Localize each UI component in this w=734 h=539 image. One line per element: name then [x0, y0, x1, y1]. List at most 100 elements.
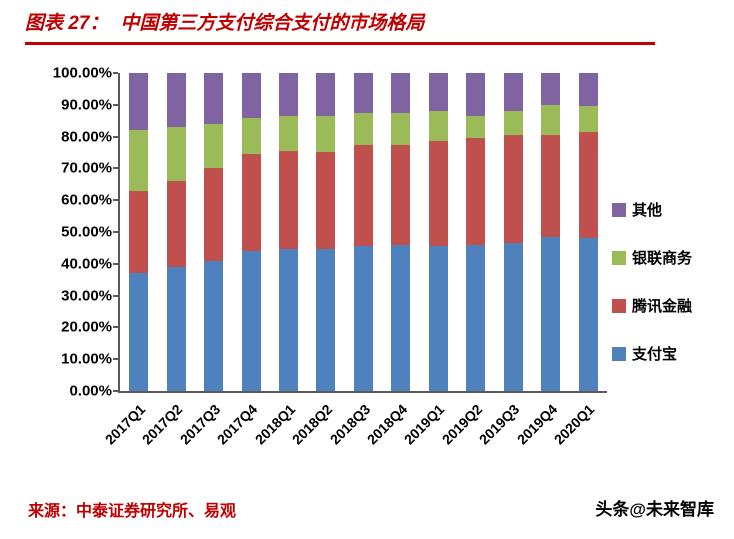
- y-tick-label: 40.00%: [61, 255, 112, 273]
- segment-其他: [503, 73, 523, 112]
- segment-银联商务: [241, 117, 261, 155]
- segment-支付宝: [353, 246, 373, 391]
- segment-其他: [578, 73, 598, 107]
- segment-银联商务: [279, 115, 299, 151]
- y-tick-label: 10.00%: [61, 350, 112, 368]
- segment-腾讯金融: [541, 135, 561, 237]
- legend: 其他银联商务腾讯金融支付宝: [612, 199, 692, 364]
- bar-2019Q4: [541, 73, 561, 391]
- segment-腾讯金融: [466, 138, 486, 245]
- segment-支付宝: [166, 266, 186, 391]
- segment-腾讯金融: [578, 131, 598, 239]
- segment-其他: [166, 73, 186, 128]
- figure-number: 图表 27：: [25, 13, 109, 34]
- segment-银联商务: [166, 127, 186, 182]
- legend-item-其他: 其他: [612, 199, 692, 220]
- legend-swatch-icon: [612, 346, 626, 361]
- x-tick-label: 2020Q1: [551, 401, 598, 448]
- y-tick-mark: [113, 135, 118, 138]
- x-tick-label: 2017Q3: [176, 401, 223, 448]
- y-tick-label: 20.00%: [61, 318, 112, 336]
- y-tick-mark: [113, 294, 118, 297]
- y-tick-label: 50.00%: [61, 223, 112, 241]
- legend-item-银联商务: 银联商务: [612, 247, 692, 268]
- y-tick-label: 90.00%: [61, 96, 112, 114]
- segment-支付宝: [204, 260, 224, 391]
- segment-其他: [129, 73, 149, 131]
- y-axis: 100.00% 90.00% 80.00% 70.00% 60.00% 50.00% 40.…: [28, 65, 112, 400]
- segment-腾讯金融: [316, 152, 336, 250]
- y-tick-label: 100.00%: [52, 64, 112, 82]
- segment-银联商务: [466, 115, 486, 139]
- segment-其他: [466, 73, 486, 116]
- segment-银联商务: [428, 111, 448, 142]
- y-tick-mark: [113, 167, 118, 170]
- legend-label: 腾讯金融: [632, 298, 693, 315]
- x-tick-label: 2018Q3: [326, 401, 373, 448]
- y-tick-mark: [113, 326, 118, 329]
- y-tick-label: 60.00%: [61, 191, 112, 209]
- segment-腾讯金融: [353, 144, 373, 247]
- x-axis-labels: 2017Q1 2017Q2 2017Q3 2017Q4 2018Q1 2018Q2 2018…: [101, 395, 605, 463]
- bar-2019Q3: [503, 73, 523, 391]
- y-tick-label: 0.00%: [69, 382, 112, 400]
- bar-2018Q2: [316, 73, 336, 391]
- x-tick-label: 2017Q1: [101, 401, 149, 448]
- segment-支付宝: [578, 238, 598, 391]
- segment-其他: [241, 73, 261, 118]
- figure-header: 图表 27： 中国第三方支付综合支付的市场格局: [25, 8, 655, 45]
- segment-腾讯金融: [428, 141, 448, 247]
- watermark: 头条@未来智库: [595, 500, 714, 519]
- x-tick-label: 2019Q4: [513, 401, 561, 448]
- segment-其他: [391, 73, 411, 113]
- x-tick-label: 2019Q3: [476, 401, 523, 448]
- bar-2018Q1: [279, 73, 299, 391]
- x-tick-label: 2017Q4: [213, 401, 261, 448]
- bar-2017Q1: [129, 73, 149, 391]
- segment-其他: [316, 73, 336, 116]
- bar-2018Q3: [353, 73, 373, 391]
- segment-腾讯金融: [241, 154, 261, 252]
- segment-银联商务: [578, 106, 598, 132]
- segment-其他: [204, 73, 224, 124]
- x-tick-label: 2018Q4: [363, 401, 411, 448]
- bar-2017Q3: [204, 73, 224, 391]
- segment-支付宝: [428, 246, 448, 391]
- plot-area: [120, 73, 607, 391]
- y-tick-mark: [113, 262, 118, 265]
- segment-其他: [541, 73, 561, 105]
- legend-label: 银联商务: [632, 250, 693, 267]
- segment-银联商务: [391, 112, 411, 145]
- segment-腾讯金融: [204, 168, 224, 261]
- figure-title: 中国第三方支付综合支付的市场格局: [120, 13, 425, 34]
- segment-支付宝: [279, 249, 299, 391]
- x-tick-label: 2017Q2: [138, 401, 186, 448]
- x-tick-label: 2019Q1: [401, 401, 448, 448]
- segment-银联商务: [129, 130, 149, 191]
- legend-swatch-icon: [612, 202, 626, 217]
- bar-2018Q4: [391, 73, 411, 391]
- segment-腾讯金融: [503, 135, 523, 244]
- segment-腾讯金融: [129, 190, 149, 274]
- segment-银联商务: [316, 115, 336, 153]
- segment-支付宝: [541, 236, 561, 391]
- legend-item-支付宝: 支付宝: [612, 343, 692, 364]
- bar-2017Q2: [166, 73, 186, 391]
- segment-其他: [428, 73, 448, 112]
- y-tick-mark: [113, 231, 118, 233]
- segment-支付宝: [391, 244, 411, 391]
- segment-支付宝: [316, 249, 336, 391]
- source-text: 来源：中泰证券研究所、易观: [28, 503, 237, 520]
- segment-腾讯金融: [279, 150, 299, 250]
- segment-其他: [353, 73, 373, 113]
- bar-2019Q1: [428, 73, 448, 391]
- x-tick-label: 2018Q1: [251, 401, 298, 448]
- segment-银联商务: [541, 104, 561, 135]
- segment-支付宝: [503, 243, 523, 391]
- y-tick-mark: [113, 390, 118, 392]
- y-tick-mark: [113, 358, 118, 361]
- legend-label: 支付宝: [632, 346, 678, 363]
- y-tick-label: 30.00%: [61, 287, 112, 305]
- segment-其他: [279, 73, 299, 116]
- segment-支付宝: [129, 273, 149, 391]
